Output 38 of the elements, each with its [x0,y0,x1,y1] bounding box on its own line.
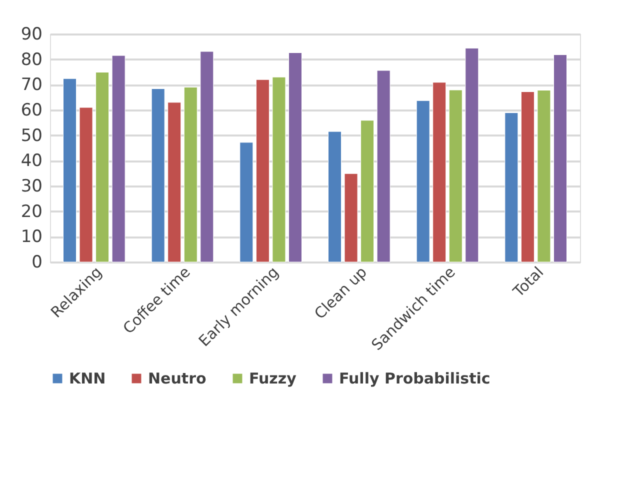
y-tick-label: 70 [20,75,42,96]
bar [328,131,342,262]
legend-label: Neutro [148,370,206,388]
y-tick-label: 0 [32,252,42,272]
bar [344,173,358,262]
bar [112,55,126,262]
bar [288,52,302,262]
bar [448,90,462,262]
bar [432,82,446,262]
bar [465,48,479,262]
bar [376,70,390,262]
bar [504,112,518,262]
y-tick-label: 40 [20,151,42,172]
y-tick-label: 50 [20,126,42,146]
bar [240,142,254,262]
bar [360,120,374,262]
bar [200,51,214,262]
legend-label: KNN [69,370,106,388]
legend-label: Fully Probabilistic [339,370,490,388]
bar [151,88,165,262]
y-tick-label: 60 [20,100,42,120]
bar [553,54,567,262]
bar [184,86,198,262]
bar [63,78,77,262]
bar [272,76,286,262]
bar [256,79,270,262]
y-tick-label: 20 [20,202,42,222]
y-tick-label: 90 [20,24,42,44]
y-tick-label: 10 [20,227,42,248]
y-tick-label: 80 [20,50,42,70]
bar [168,102,182,262]
bar [96,72,110,262]
bar [416,100,430,262]
bar [520,92,534,262]
bar [537,90,551,262]
legend-label: Fuzzy [249,370,297,388]
bar [79,107,93,262]
y-tick-label: 30 [20,176,42,196]
